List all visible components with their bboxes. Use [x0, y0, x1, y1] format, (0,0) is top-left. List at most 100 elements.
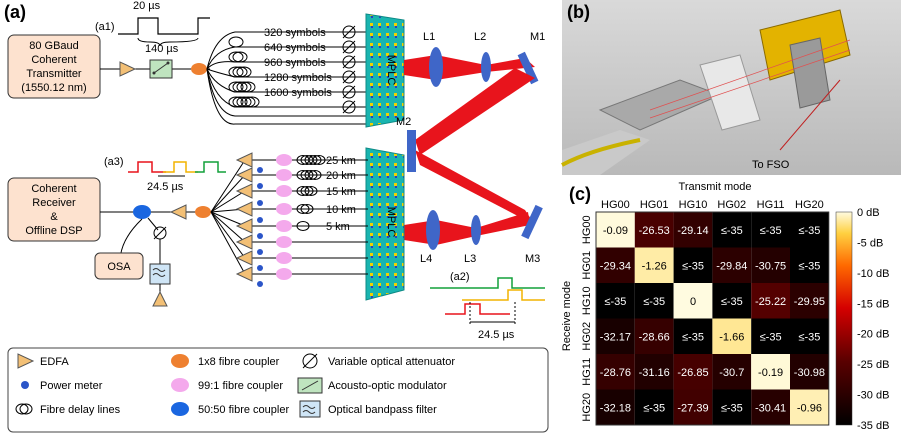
a1-brace: [137, 37, 199, 47]
heatmap-cell-label: ≤-35: [798, 260, 820, 272]
legend-voa-icon: [302, 353, 318, 369]
panel-c-label: (c): [569, 184, 591, 204]
heatmap-col-label: HG11: [757, 199, 785, 211]
heatmap-cell: [673, 283, 713, 319]
svg-text:Acousto-optic modulator: Acousto-optic modulator: [328, 380, 447, 392]
mirror-m1: [517, 51, 539, 85]
a3-label: (a3): [104, 156, 124, 168]
colorbar-tick-label: 0 dB: [857, 207, 880, 219]
legend: EDFA Power meter Fibre delay lines 1x8 f…: [7, 347, 549, 433]
voa-icon: [342, 25, 356, 114]
heatmap-col-label: HG10: [679, 199, 708, 211]
mirror-m3: [521, 204, 543, 240]
a1-label: (a1): [95, 21, 115, 33]
colorbar-tick-label: -5 dB: [857, 237, 883, 249]
heatmap-cell: [596, 247, 635, 283]
svg-text:80 GBaud: 80 GBaud: [29, 40, 79, 52]
colorbar-tick-label: -30 dB: [857, 390, 889, 402]
heatmap-cell: [596, 389, 635, 425]
delay-rx-25: 25 km: [326, 155, 356, 167]
heatmap-col-label: HG01: [640, 199, 669, 211]
heatmap-cell: [634, 318, 674, 354]
lens-l4: [426, 210, 440, 250]
edfa-rx-icon: [169, 204, 187, 220]
heatmap-cell: [751, 212, 790, 248]
mirror-m2: [407, 130, 416, 172]
heatmap-cell-label: -30.7: [719, 367, 744, 379]
svg-text:(1550.12 nm): (1550.12 nm): [21, 82, 86, 94]
heatmap-cell-label: -32.17: [600, 331, 631, 343]
heatmap-cell: [634, 389, 674, 425]
heatmap-cell-label: ≤-35: [798, 331, 820, 343]
rx-delay-coils: [296, 155, 326, 231]
heatmap-cell: [790, 212, 829, 248]
heatmap-cell: [634, 247, 674, 283]
heatmap-cell: [634, 354, 674, 390]
heatmap-cell: [596, 318, 635, 354]
heatmap-cell-label: -30.75: [755, 260, 786, 272]
heatmap-cell-label: -31.16: [639, 367, 670, 379]
heatmap-cell: [673, 389, 713, 425]
colorbar-tick-label: -25 dB: [857, 359, 889, 371]
svg-text:&: &: [50, 211, 58, 223]
delay-tx-960: 960 symbols: [264, 57, 326, 69]
svg-text:Coherent: Coherent: [31, 54, 76, 66]
legend-fibre-delay-icon: [15, 403, 33, 415]
coupler-1x8-rx-icon: [195, 206, 211, 218]
heatmap-cell-label: -29.14: [677, 225, 708, 237]
lens-l1: [429, 47, 443, 87]
delay-tx-1280: 1280 symbols: [264, 72, 332, 84]
delay-rx-15: 15 km: [326, 186, 356, 198]
heatmap-cell: [790, 389, 829, 425]
heatmap-cell: [634, 283, 674, 319]
legend-coupler-1x8-icon: [171, 354, 189, 368]
heatmap-cell: [790, 283, 829, 319]
heatmap-cell: [751, 247, 790, 283]
heatmap-cell-label: -29.84: [716, 260, 747, 272]
heatmap-col-label: HG02: [717, 199, 746, 211]
heatmap-cell-label: -28.76: [600, 367, 631, 379]
colorbar-tick-label: -35 dB: [857, 420, 889, 432]
svg-text:Fibre delay lines: Fibre delay lines: [40, 404, 121, 416]
coupler-99-1-array: [276, 154, 292, 280]
heatmap-cell: [712, 247, 752, 283]
svg-text:OSA: OSA: [107, 261, 131, 273]
heatmap-cell-label: -27.39: [677, 402, 708, 414]
heatmap-cell-label: ≤-35: [760, 225, 782, 237]
mplc-tx: MPLC: [365, 13, 405, 128]
bandpass-filter-icon: [149, 263, 171, 285]
svg-text:Power meter: Power meter: [40, 380, 103, 392]
heatmap-cell-label: ≤-35: [798, 225, 820, 237]
coupler-1x8-icon: [191, 63, 207, 75]
a3-timing: 24.5 µs: [147, 181, 184, 193]
mplc-rx: MPLC: [365, 147, 405, 301]
fibre-delay-icon: [228, 36, 260, 108]
heatmap-cell-label: -30.98: [794, 367, 825, 379]
heatmap-col-label: HG20: [795, 199, 824, 211]
svg-text:99:1 fibre coupler: 99:1 fibre coupler: [198, 380, 283, 392]
heatmap-cell: [790, 318, 829, 354]
heatmap-cell: [596, 283, 635, 319]
svg-text:MPLC: MPLC: [385, 207, 397, 238]
heatmap-cell-label: ≤-35: [682, 260, 704, 272]
transmitter-box: 80 GBaud Coherent Transmitter (1550.12 n…: [7, 34, 101, 99]
delay-tx-640: 640 symbols: [264, 42, 326, 54]
legend-coupler-50-50-icon: [171, 402, 189, 416]
heatmap-row-label: HG01: [581, 251, 593, 280]
svg-text:L3: L3: [464, 253, 476, 265]
heatmap-frame: [595, 211, 830, 426]
svg-text:L2: L2: [474, 31, 486, 43]
colorbar: [835, 211, 853, 426]
delay-rx-5: 5 km: [326, 221, 350, 233]
heatmap-cell: [751, 389, 790, 425]
heatmap-cell-label: -1.66: [719, 331, 744, 343]
coupler-50-50-icon: [133, 205, 151, 219]
heatmap-cell-label: -0.19: [758, 367, 783, 379]
heatmap-cell-label: -26.85: [677, 367, 708, 379]
heatmap-cell: [596, 212, 635, 248]
heatmap-cell-label: ≤-35: [682, 331, 704, 343]
legend-coupler-99-1-icon: [171, 378, 189, 392]
lens-l3: [471, 215, 481, 245]
osa-box: OSA: [94, 252, 144, 280]
heatmap-ylabel: Receive mode: [561, 281, 573, 351]
